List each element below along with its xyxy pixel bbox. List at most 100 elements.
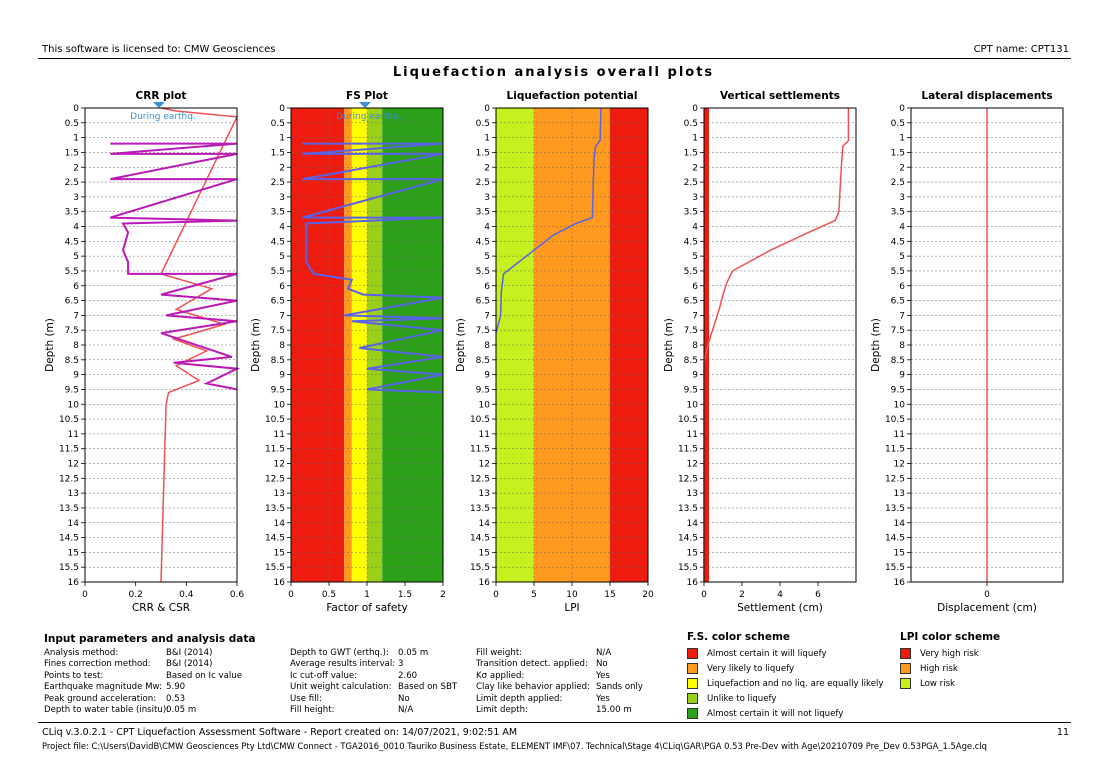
annotation-text: During earthq. [130, 112, 196, 122]
y-tick-label: 9 [692, 371, 698, 381]
y-tick-label: 5.5 [891, 267, 905, 277]
param-value: B&I (2014) [166, 659, 213, 670]
y-tick-label: 14 [894, 519, 906, 529]
y-axis-label: Depth (m) [250, 318, 262, 372]
y-tick-label: 8 [484, 341, 490, 351]
y-tick-label: 3 [899, 193, 905, 203]
y-tick-label: 11.5 [470, 445, 490, 455]
y-tick-label: 3 [692, 193, 698, 203]
y-tick-label: 8 [899, 341, 905, 351]
y-tick-label: 13 [894, 489, 905, 499]
y-tick-label: 1.5 [271, 148, 285, 158]
y-tick-label: 12 [479, 460, 490, 470]
y-tick-label: 12 [894, 460, 905, 470]
y-tick-label: 7 [279, 311, 285, 321]
y-tick-label: 9.5 [684, 385, 698, 395]
y-tick-label: 16 [687, 578, 699, 588]
y-tick-label: 4.5 [271, 237, 285, 247]
y-tick-label: 3 [279, 193, 285, 203]
y-tick-label: 7.5 [271, 326, 285, 336]
project-file-path: Project file: C:\Users\DavidB\CMW Geosci… [42, 741, 987, 751]
param-label: Depth to water table (insitu): [44, 705, 170, 715]
param-label: Use fill: [290, 693, 322, 704]
y-tick-label: 2.5 [891, 178, 905, 188]
water-table-icon [153, 102, 165, 108]
y-tick-label: 6.5 [271, 297, 285, 307]
y-tick-label: 3.5 [476, 208, 490, 218]
y-tick-label: 6 [899, 282, 905, 292]
y-tick-label: 4 [899, 223, 905, 233]
y-tick-label: 10.5 [470, 415, 490, 425]
param-value: 2.60 [398, 670, 418, 681]
cpt-name: CPT name: CPT131 [973, 44, 1069, 55]
y-tick-label: 12.5 [678, 474, 698, 484]
y-tick-label: 2 [692, 163, 698, 173]
param-label: Fines correction method: [44, 659, 151, 670]
param-value: Yes [596, 693, 610, 704]
param-label: Kσ applied: [476, 670, 525, 681]
y-tick-label: 16 [68, 578, 80, 588]
y-tick-label: 0 [279, 104, 285, 114]
y-tick-label: 7.5 [891, 326, 905, 336]
x-tick-label: 1 [364, 590, 370, 600]
plot-frame [703, 107, 857, 583]
param-label: Depth to GWT (erthq.): [290, 648, 389, 658]
y-tick-label: 10 [274, 400, 286, 410]
y-tick-label: 2.5 [684, 178, 698, 188]
y-tick-label: 2 [279, 163, 285, 173]
x-tick-label: 0 [82, 590, 88, 600]
y-tick-label: 13 [274, 489, 285, 499]
y-tick-label: 13 [687, 489, 698, 499]
legend-label: Unlike to liquefy [707, 694, 777, 704]
x-tick-label: 5 [531, 590, 537, 600]
y-tick-label: 6 [484, 282, 490, 292]
params-title: Input parameters and analysis data [44, 633, 256, 645]
y-tick-label: 3.5 [271, 208, 285, 218]
param-value: 0.05 m [398, 648, 429, 658]
y-tick-label: 12 [687, 460, 698, 470]
y-tick-label: 10 [68, 400, 80, 410]
y-tick-label: 12 [68, 460, 79, 470]
legend-label: High risk [920, 664, 958, 674]
param-value: B&I (2014) [166, 648, 213, 658]
y-tick-label: 15.5 [265, 563, 285, 573]
param-value: 3 [398, 659, 404, 670]
y-tick-label: 1 [279, 134, 285, 144]
y-tick-label: 5.5 [684, 267, 698, 277]
y-tick-label: 2 [899, 163, 905, 173]
license-text: This software is licensed to: CMW Geosci… [42, 44, 276, 55]
legend-label: Very likely to liquefy [707, 664, 795, 674]
y-tick-label: 15 [687, 548, 698, 558]
param-label: Clay like behavior applied: [476, 682, 590, 693]
param-value: Based on Ic value [166, 670, 243, 681]
x-axis-label: LPI [564, 602, 579, 614]
y-tick-label: 12.5 [470, 474, 490, 484]
y-tick-label: 16 [894, 578, 906, 588]
y-tick-label: 16 [479, 578, 491, 588]
y-tick-label: 15 [894, 548, 905, 558]
param-label: Analysis method: [44, 648, 119, 658]
y-tick-label: 10 [687, 400, 699, 410]
param-label: Average results interval: [290, 659, 396, 670]
y-tick-label: 1 [73, 134, 79, 144]
y-tick-label: 9.5 [65, 385, 79, 395]
y-tick-label: 9 [73, 371, 79, 381]
plot-title: FS Plot [346, 90, 388, 102]
y-tick-label: 6 [692, 282, 698, 292]
plot-1: CRR plot00.511.522.533.544.555.566.577.5… [44, 90, 244, 614]
legend-swatch [687, 648, 698, 659]
y-tick-label: 12.5 [265, 474, 285, 484]
legend-label: Liquefaction and no liq. are equally lik… [707, 679, 884, 689]
legend-swatch [687, 663, 698, 674]
y-tick-label: 0 [73, 104, 79, 114]
y-tick-label: 0 [692, 104, 698, 114]
x-tick-label: 1.5 [398, 590, 412, 600]
y-tick-label: 11.5 [885, 445, 905, 455]
y-tick-label: 14.5 [470, 534, 490, 544]
y-tick-label: 6 [279, 282, 285, 292]
series-crr [110, 142, 241, 391]
y-tick-label: 0.5 [684, 119, 698, 129]
plot-5: Lateral displacements00.511.522.533.544.… [870, 90, 1064, 614]
legend-label: Low risk [920, 679, 956, 689]
x-tick-label: 0.6 [230, 590, 245, 600]
